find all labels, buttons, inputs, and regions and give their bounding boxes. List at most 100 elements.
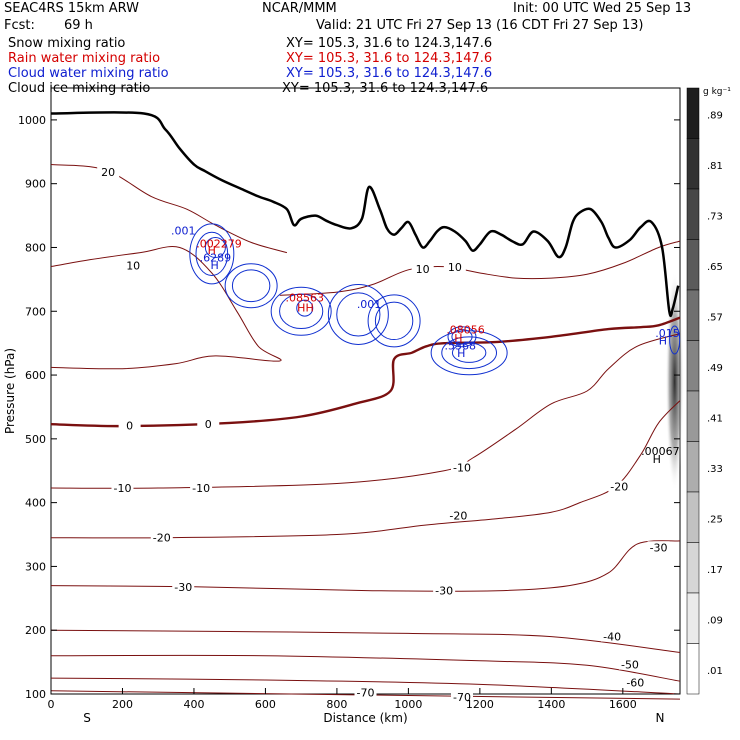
cloud-water-contour — [279, 293, 324, 330]
rain-water-contour — [204, 236, 226, 258]
contour-label-bg — [354, 686, 377, 698]
colorbar-swatch — [686, 542, 700, 594]
south-endpoint-label: S — [83, 711, 91, 725]
colorbar-swatch — [686, 592, 700, 644]
contour-label-bg — [411, 263, 434, 275]
cloud-water-contour — [441, 336, 498, 370]
contour-label-bg — [150, 531, 173, 543]
colorbar-label: .33 — [707, 464, 723, 475]
contour-label: -70 — [453, 691, 471, 704]
contour-label-bg — [647, 541, 670, 553]
contour-label-bg — [172, 580, 195, 592]
contour-label: 20 — [101, 166, 115, 179]
cloud-water-contour — [224, 263, 278, 309]
cloud-water-contour — [336, 292, 381, 337]
colorbar-label: .01 — [707, 666, 723, 677]
y-tick-label: 900 — [25, 178, 46, 191]
rain-water-label: .002279 — [196, 237, 242, 250]
contour-label: -60 — [626, 677, 644, 690]
colorbar-swatch — [686, 340, 700, 392]
contour-label-bg — [111, 481, 134, 493]
y-tick-label: 100 — [25, 688, 46, 701]
colorbar-label: .41 — [707, 413, 723, 424]
y-tick-label: 700 — [25, 305, 46, 318]
plot-frame — [50, 87, 681, 695]
cloud-water-contour — [669, 325, 681, 355]
contour-label: 10 — [126, 259, 140, 272]
colorbar-label: .09 — [707, 615, 723, 626]
colorbar-swatch — [686, 188, 700, 240]
temperature-contour-10 — [279, 240, 681, 296]
extremum-marker: H — [211, 259, 219, 272]
surface-terrain-line — [50, 111, 680, 318]
contour-label: -20 — [449, 509, 467, 522]
x-tick-label: 0 — [48, 698, 55, 711]
contour-label-bg — [433, 584, 456, 596]
cloud-water-label: .5568 — [444, 340, 476, 353]
extremum-marker: H — [208, 244, 216, 257]
extremum-marker: H — [653, 453, 661, 466]
x-tick-label: 1200 — [466, 698, 494, 711]
north-endpoint-label: N — [656, 711, 665, 725]
contour-label: -30 — [650, 541, 668, 554]
colorbar-label: .73 — [707, 211, 723, 222]
contour-label-bg — [122, 259, 145, 271]
extremum-marker: HH — [297, 301, 314, 314]
cloud-water-contour — [451, 342, 487, 363]
cloud-water-contour — [195, 231, 229, 276]
colorbar-swatch — [686, 87, 700, 139]
y-tick-label: 300 — [25, 560, 46, 573]
temperature-contour-10 — [50, 246, 282, 370]
legend-snow: Snow mixing ratio — [8, 36, 126, 51]
extremum-marker: H — [457, 347, 465, 360]
contour-label: 0 — [205, 418, 212, 431]
contour-label: -10 — [113, 482, 131, 495]
contour-label: 10 — [448, 261, 462, 274]
colorbar-swatch — [686, 289, 700, 341]
colorbar-label: .17 — [707, 565, 723, 576]
contour-label-bg — [97, 166, 120, 178]
cloud-water-contour — [367, 294, 421, 348]
contour-label-bg — [608, 480, 631, 492]
legend-snow-xy: XY= 105.3, 31.6 to 124.3,147.6 — [286, 36, 493, 51]
x-tick-label: 200 — [112, 698, 133, 711]
contour-label-bg — [197, 418, 220, 430]
colorbar-label: .89 — [707, 110, 723, 121]
y-tick-label: 600 — [25, 369, 46, 382]
colorbar-swatch — [686, 138, 700, 190]
contour-label: -50 — [621, 659, 639, 672]
contour-label-bg — [190, 481, 213, 493]
forecast-hours: 69 h — [64, 18, 93, 33]
colorbar-swatch — [686, 441, 700, 493]
cloud-ice-shading — [665, 271, 684, 492]
contour-label: -30 — [435, 585, 453, 598]
contour-label: 0 — [126, 419, 133, 432]
x-tick-label: 1000 — [394, 698, 422, 711]
contour-label: -10 — [453, 462, 471, 475]
init-time: Init: 00 UTC Wed 25 Sep 13 — [513, 1, 692, 16]
colorbar-unit: g kg⁻¹ — [703, 87, 731, 97]
valid-time: Valid: 21 UTC Fri 27 Sep 13 (16 CDT Fri … — [316, 18, 644, 33]
rain-water-contour — [447, 326, 477, 348]
contour-label-bg — [601, 630, 624, 642]
colorbar-label: .81 — [707, 161, 723, 172]
colorbar-label: .65 — [707, 262, 723, 273]
rain-water-label: .08056 — [446, 324, 485, 337]
temperature-contour-minus60 — [50, 677, 681, 695]
model-title: SEAC4RS 15km ARW — [4, 1, 140, 16]
cloud-water-contour — [374, 301, 414, 341]
cloud-water-label: .015 — [655, 327, 680, 340]
extremum-marker: H — [454, 332, 462, 345]
colorbar-swatch — [686, 390, 700, 442]
temperature-contour-minus50 — [50, 654, 681, 682]
legend-cloud-water: Cloud water mixing ratio — [8, 66, 169, 81]
temperature-contour-minus10 — [50, 333, 681, 489]
contour-label: -40 — [603, 631, 621, 644]
temperature-contour-0 — [50, 316, 681, 428]
cloud-water-label: .6289 — [200, 252, 232, 265]
contour-label-bg — [618, 658, 641, 670]
rain-water-label: .08563 — [285, 292, 324, 305]
colorbar-swatch — [686, 643, 700, 695]
cloud-water-contour — [231, 269, 271, 303]
